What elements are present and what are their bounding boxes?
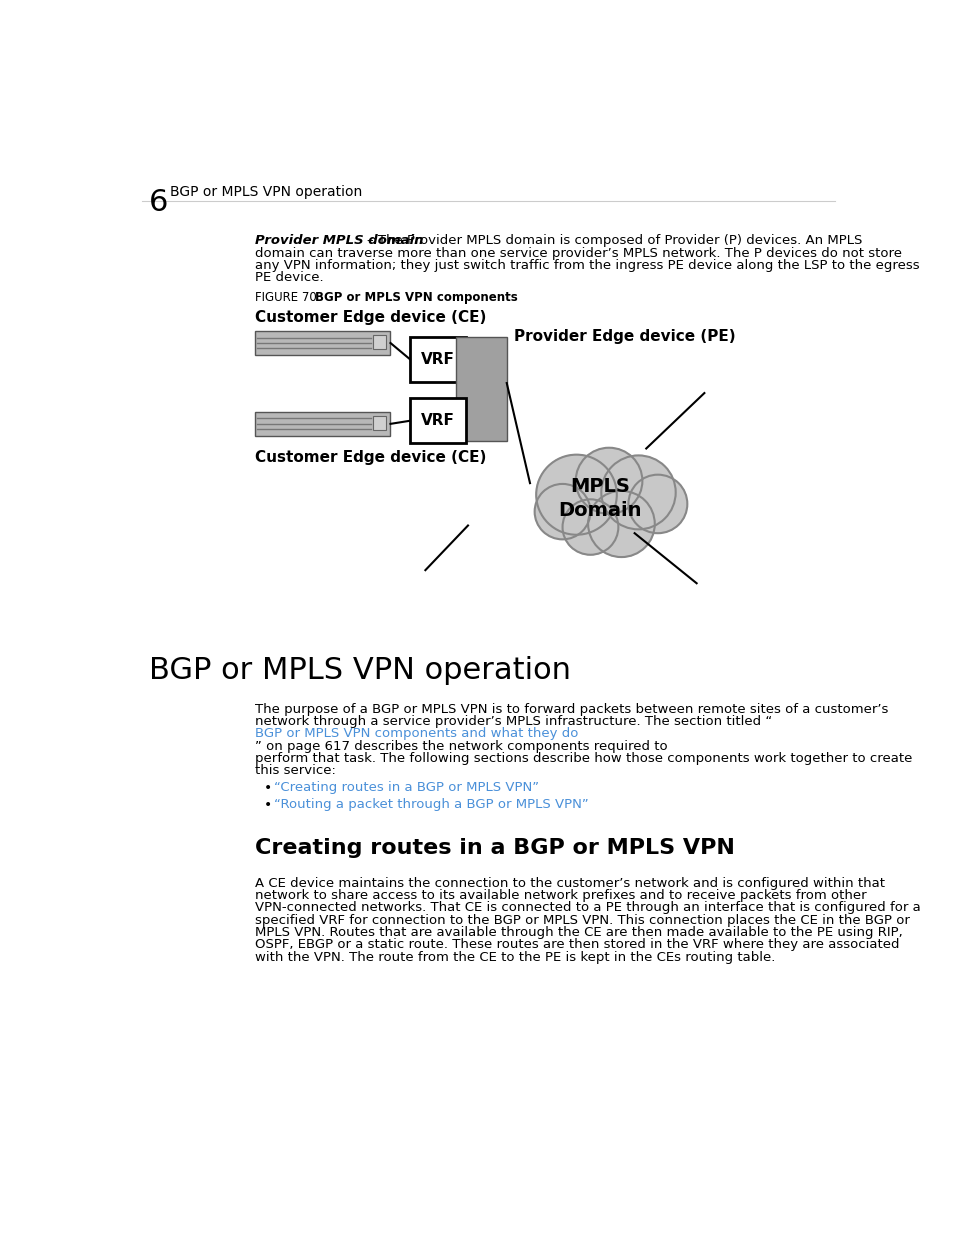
Text: Customer Edge device (CE): Customer Edge device (CE) [254,310,486,325]
Text: PE device.: PE device. [254,272,323,284]
Text: The purpose of a BGP or MPLS VPN is to forward packets between remote sites of a: The purpose of a BGP or MPLS VPN is to f… [254,703,887,715]
Text: network to share access to its available network prefixes and to receive packets: network to share access to its available… [254,889,865,902]
Bar [373,416,385,430]
Text: BGP or MPLS VPN operation: BGP or MPLS VPN operation [149,656,570,685]
Text: Customer Edge device (CE): Customer Edge device (CE) [254,450,486,466]
Text: with the VPN. The route from the CE to the PE is kept in the CEs routing table.: with the VPN. The route from the CE to t… [254,951,775,963]
Text: A CE device maintains the connection to the customer’s network and is configured: A CE device maintains the connection to … [254,877,884,889]
Circle shape [536,454,617,535]
Text: BGP or MPLS VPN components and what they do: BGP or MPLS VPN components and what they… [254,727,578,740]
Bar [410,399,465,443]
Bar [254,331,390,356]
Text: BGP or MPLS VPN operation: BGP or MPLS VPN operation [170,185,361,199]
Text: VRF: VRF [420,414,455,429]
Text: ” on page 617 describes the network components required to: ” on page 617 describes the network comp… [254,740,667,752]
Circle shape [628,474,686,534]
Bar [410,337,465,382]
Text: – The Provider MPLS domain is composed of Provider (P) devices. An MPLS: – The Provider MPLS domain is composed o… [367,235,862,247]
Text: this service:: this service: [254,764,335,777]
Circle shape [600,456,675,530]
Bar [254,411,390,436]
Text: BGP or MPLS VPN components: BGP or MPLS VPN components [315,290,517,304]
Text: MPLS
Domain: MPLS Domain [558,477,640,520]
Text: VRF: VRF [420,352,455,367]
Text: •: • [264,798,273,813]
Circle shape [534,484,590,540]
Text: 6: 6 [149,188,168,217]
Text: MPLS VPN. Routes that are available through the CE are then made available to th: MPLS VPN. Routes that are available thro… [254,926,902,939]
Text: “Creating routes in a BGP or MPLS VPN”: “Creating routes in a BGP or MPLS VPN” [274,782,538,794]
Text: Provider Edge device (PE): Provider Edge device (PE) [514,330,736,345]
Bar [456,337,506,441]
Text: “Routing a packet through a BGP or MPLS VPN”: “Routing a packet through a BGP or MPLS … [274,798,588,811]
Text: specified VRF for connection to the BGP or MPLS VPN. This connection places the : specified VRF for connection to the BGP … [254,914,909,926]
Text: Provider MPLS domain: Provider MPLS domain [254,235,423,247]
Text: network through a service provider’s MPLS infrastructure. The section titled “: network through a service provider’s MPL… [254,715,771,727]
Text: perform that task. The following sections describe how those components work tog: perform that task. The following section… [254,752,911,764]
Text: domain can traverse more than one service provider’s MPLS network. The P devices: domain can traverse more than one servic… [254,247,901,259]
Text: OSPF, EBGP or a static route. These routes are then stored in the VRF where they: OSPF, EBGP or a static route. These rout… [254,939,899,951]
Text: •: • [264,782,273,795]
Circle shape [587,490,654,557]
Text: FIGURE 70: FIGURE 70 [254,290,316,304]
Text: any VPN information; they just switch traffic from the ingress PE device along t: any VPN information; they just switch tr… [254,259,919,272]
Bar [373,336,385,350]
Text: Creating routes in a BGP or MPLS VPN: Creating routes in a BGP or MPLS VPN [254,839,734,858]
Text: VPN-connected networks. That CE is connected to a PE through an interface that i: VPN-connected networks. That CE is conne… [254,902,920,914]
Circle shape [575,448,641,514]
Circle shape [562,499,618,555]
